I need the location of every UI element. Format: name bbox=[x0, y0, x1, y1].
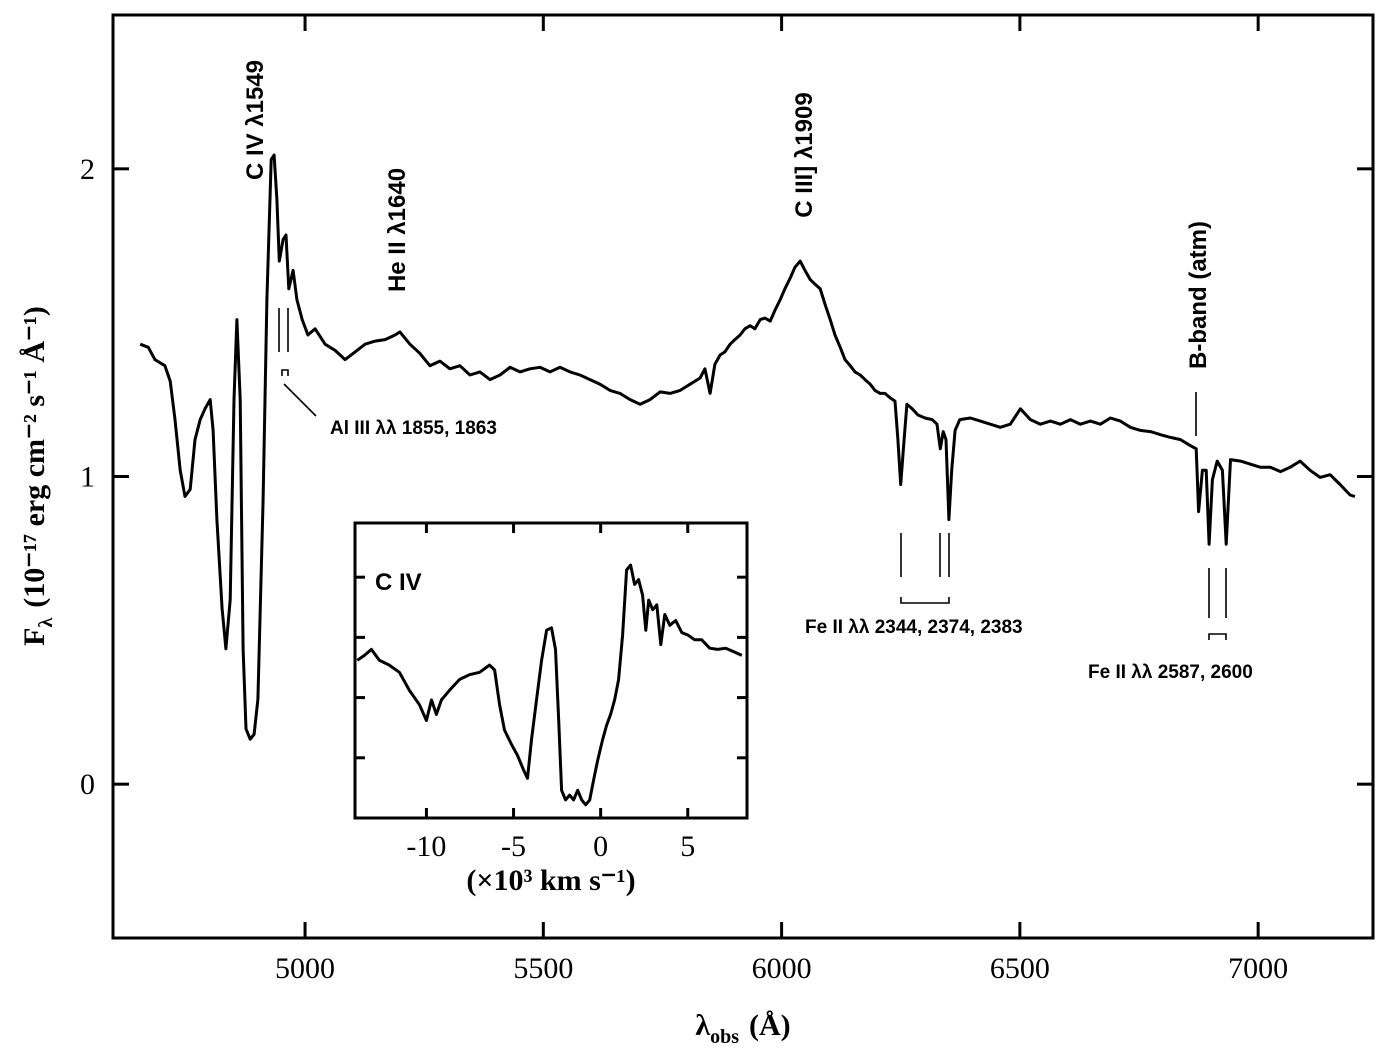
y-label-symbol: F bbox=[18, 628, 51, 646]
annotation: Al III λλ 1855, 1863 bbox=[330, 418, 497, 439]
y-axis-label: Fλ (10⁻¹⁷ erg cm⁻² s⁻¹ Å⁻¹) bbox=[18, 306, 57, 646]
x-tick-label: 5 bbox=[680, 830, 695, 863]
annotation: Fe II λλ 2587, 2600 bbox=[1088, 662, 1253, 683]
x-label-symbol: λ bbox=[695, 1009, 710, 1042]
y-tick-label: 1 bbox=[80, 461, 95, 494]
annotation: He II λ1640 bbox=[384, 168, 411, 292]
x-tick-label: 6500 bbox=[990, 952, 1050, 985]
x-label-subscript: obs bbox=[710, 1026, 739, 1048]
spectrum-line bbox=[356, 563, 743, 807]
x-tick-label: 6000 bbox=[752, 952, 812, 985]
annotation: Fe II λλ 2344, 2374, 2383 bbox=[805, 617, 1023, 638]
x-tick-label: 7000 bbox=[1228, 952, 1288, 985]
x-axis-label: λobs (Å) bbox=[695, 1009, 790, 1048]
inset-background bbox=[355, 523, 747, 818]
spectrum-line bbox=[139, 153, 1356, 741]
x-tick-label: 5000 bbox=[275, 952, 335, 985]
x-axis-label: (×10³ km s⁻¹) bbox=[466, 864, 635, 897]
x-label-unit: (Å) bbox=[749, 1009, 791, 1042]
annotation: C IV bbox=[375, 569, 422, 596]
annotation: C III] λ1909 bbox=[791, 92, 818, 217]
annotation: C IV λ1549 bbox=[242, 60, 269, 180]
annotation: B-band (atm) bbox=[1185, 221, 1212, 369]
y-tick-label: 2 bbox=[80, 153, 95, 186]
x-tick-label: 5500 bbox=[513, 952, 573, 985]
y-tick-label: 0 bbox=[80, 768, 95, 801]
x-tick-label: -10 bbox=[406, 830, 446, 863]
x-tick-label: 0 bbox=[593, 830, 608, 863]
line-markers bbox=[278, 308, 1227, 640]
y-label-subscript: λ bbox=[35, 618, 57, 628]
y-label-unit: (10⁻¹⁷ erg cm⁻² s⁻¹ Å⁻¹) bbox=[18, 306, 51, 608]
plot-frame bbox=[353, 521, 749, 820]
x-tick-label: -5 bbox=[501, 830, 526, 863]
